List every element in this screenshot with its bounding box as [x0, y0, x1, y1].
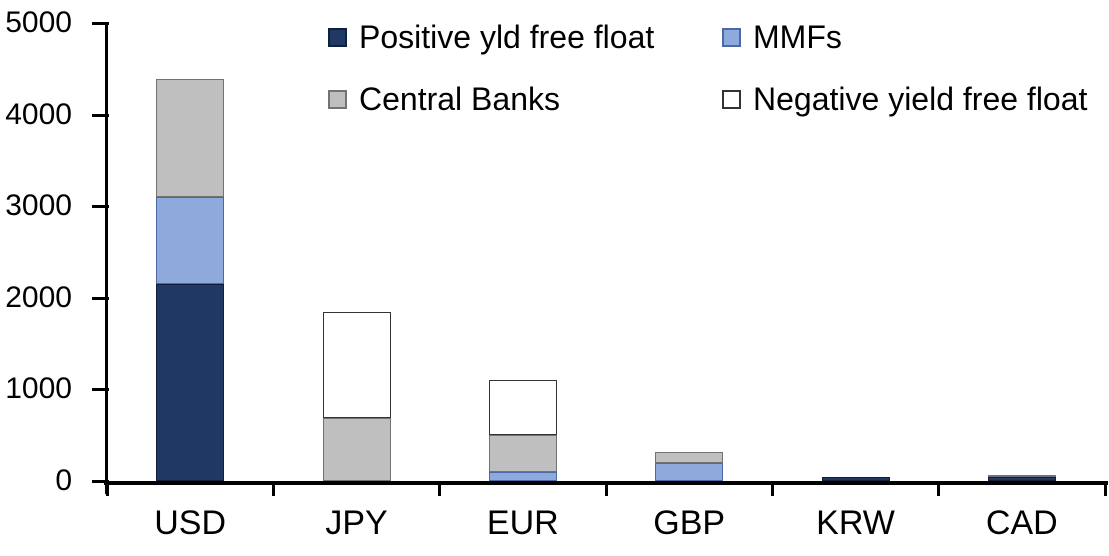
x-axis-line	[104, 481, 1108, 485]
bar-segment-cad-central-banks	[987, 474, 1056, 478]
y-tick-mark-0	[92, 480, 109, 483]
y-axis-line	[105, 23, 108, 481]
x-tick-mark-4	[770, 485, 774, 496]
legend-swatch-mmfs	[722, 27, 741, 47]
y-tick-label-0: 0	[55, 464, 72, 497]
bar-segment-gbp-mmfs	[655, 462, 724, 481]
bar-segment-cad-positive-yld-free-float	[987, 477, 1056, 481]
legend-label-negative-yield-free-float: Negative yield free float	[753, 80, 1088, 117]
x-tick-mark-5	[937, 485, 941, 496]
legend-swatch-positive-yld-free-float	[328, 27, 347, 47]
y-tick-label-5000: 5000	[5, 6, 72, 39]
bar-segment-eur-mmfs	[488, 471, 557, 481]
legend-swatch-central-banks	[328, 89, 347, 109]
legend-item-positive-yld-free-float: Positive yld free float	[328, 17, 654, 57]
bar-segment-usd-positive-yld-free-float	[156, 284, 225, 481]
x-axis-label-eur: EUR	[486, 504, 559, 542]
bar-segment-gbp-central-banks	[655, 451, 724, 463]
bar-segment-usd-central-banks	[156, 78, 225, 198]
y-tick-label-2000: 2000	[5, 280, 72, 314]
x-axis-label-gbp: GBP	[653, 504, 726, 542]
y-tick-label-1000: 1000	[5, 372, 72, 406]
x-axis-label-krw: KRW	[816, 504, 895, 542]
x-tick-mark-1	[271, 485, 275, 496]
x-axis-label-usd: USD	[154, 504, 227, 542]
legend-swatch-negative-yield-free-float	[722, 89, 741, 109]
y-tick-mark-3000	[92, 205, 109, 209]
legend-item-negative-yield-free-float: Negative yield free float	[722, 79, 1087, 119]
y-tick-mark-1000	[92, 388, 109, 392]
y-tick-mark-4000	[92, 113, 109, 117]
y-tick-mark-2000	[92, 296, 109, 300]
bar-segment-eur-negative-yield-free-float	[488, 380, 557, 436]
y-tick-mark-5000	[92, 22, 109, 25]
bar-segment-jpy-negative-yield-free-float	[322, 312, 391, 418]
bar-segment-usd-mmfs	[156, 197, 225, 285]
y-tick-label-4000: 4000	[5, 97, 72, 131]
bar-segment-jpy-central-banks	[322, 417, 391, 481]
legend-label-central-banks: Central Banks	[359, 80, 560, 117]
bar-segment-eur-central-banks	[488, 435, 557, 472]
legend-label-positive-yld-free-float: Positive yld free float	[359, 18, 655, 55]
legend-item-central-banks: Central Banks	[328, 79, 560, 119]
x-axis-label-jpy: JPY	[325, 504, 388, 542]
legend-item-mmfs: MMFs	[722, 17, 842, 57]
y-tick-label-3000: 3000	[5, 189, 72, 223]
x-tick-mark-6	[1103, 485, 1107, 496]
x-tick-mark-2	[438, 485, 442, 496]
x-axis-label-cad: CAD	[985, 504, 1058, 542]
x-tick-mark-3	[604, 485, 608, 496]
legend-label-mmfs: MMFs	[753, 18, 842, 55]
y-axis-zero-tick	[105, 485, 108, 494]
bar-segment-krw-positive-yld-free-float	[821, 476, 890, 481]
